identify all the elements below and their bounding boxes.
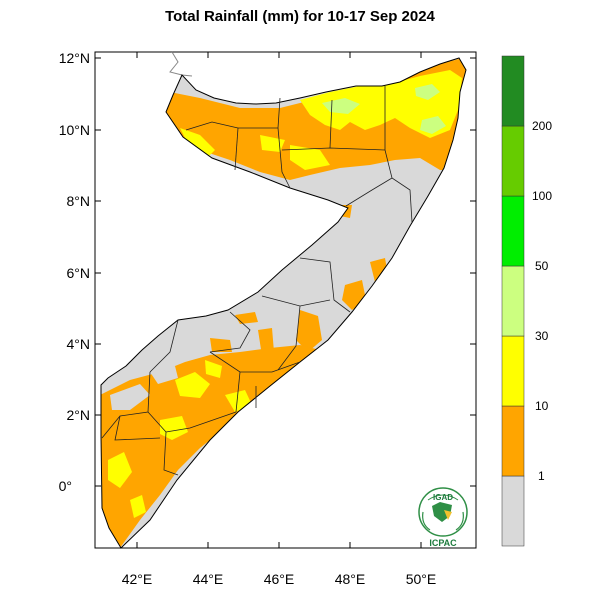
colorbar-bin-6: [501, 55, 525, 127]
colorbar-bin-1: [501, 405, 525, 477]
rain-gap-south-1: [110, 384, 150, 410]
colorbar-label: 200: [532, 119, 552, 133]
rain-area-south-yellow-3: [160, 416, 188, 440]
lon-label: 46°E: [264, 571, 295, 587]
lat-label: 10°N: [59, 122, 90, 138]
country-outline: [100, 57, 467, 549]
colorbar-label: 10: [535, 399, 549, 413]
rain-area-green-3: [420, 116, 446, 134]
lat-label: 4°N: [67, 336, 91, 352]
igad-icpac-logo: IGAD ICPAC: [418, 487, 468, 548]
rain-area-south-yellow-1: [175, 372, 210, 398]
axis-ticks: [95, 52, 476, 548]
rain-gap-north: [330, 170, 390, 205]
lon-label: 42°E: [122, 571, 153, 587]
lon-label: 44°E: [193, 571, 224, 587]
lat-label: 8°N: [67, 193, 91, 209]
rain-area-south-top: [210, 338, 232, 352]
rain-area-south-yellow-5: [130, 495, 146, 518]
rain-area-central-3: [296, 310, 322, 352]
neighbor-border: [169, 51, 193, 77]
lat-label: 12°N: [59, 50, 90, 66]
logo-igad-text: IGAD: [433, 493, 453, 502]
colorbar-bin-0: [501, 475, 525, 547]
colorbar-label: 30: [535, 329, 549, 343]
lat-label: 6°N: [67, 265, 91, 281]
lon-label: 48°E: [335, 571, 366, 587]
colorbar-bin-2: [501, 335, 525, 407]
region-borders: [101, 86, 413, 476]
colorbar-label: 100: [532, 189, 552, 203]
lon-label: 50°E: [406, 571, 437, 587]
lat-label: 2°N: [67, 407, 91, 423]
rain-area-green-2: [415, 84, 440, 100]
lat-label: 0°: [59, 478, 72, 494]
colorbar-bin-4: [501, 195, 525, 267]
colorbar-label: 50: [535, 259, 549, 273]
map-title: Total Rainfall (mm) for 10-17 Sep 2024: [165, 8, 435, 25]
rain-area-central-5: [235, 312, 258, 324]
colorbar-label: 1: [538, 469, 545, 483]
rain-gap-south-2: [150, 366, 178, 384]
logo-icpac-text: ICPAC: [429, 538, 457, 548]
colorbar: 1 10 30 50 100 200: [501, 55, 552, 547]
rain-area-northwest-yellow: [180, 128, 215, 160]
colorbar-bin-5: [501, 125, 525, 197]
rain-area-south-yellow-6: [205, 360, 222, 378]
colorbar-bin-3: [501, 265, 525, 337]
rain-area-south-yellow-4: [108, 452, 132, 488]
rain-area-north-center-yellow: [290, 145, 330, 170]
